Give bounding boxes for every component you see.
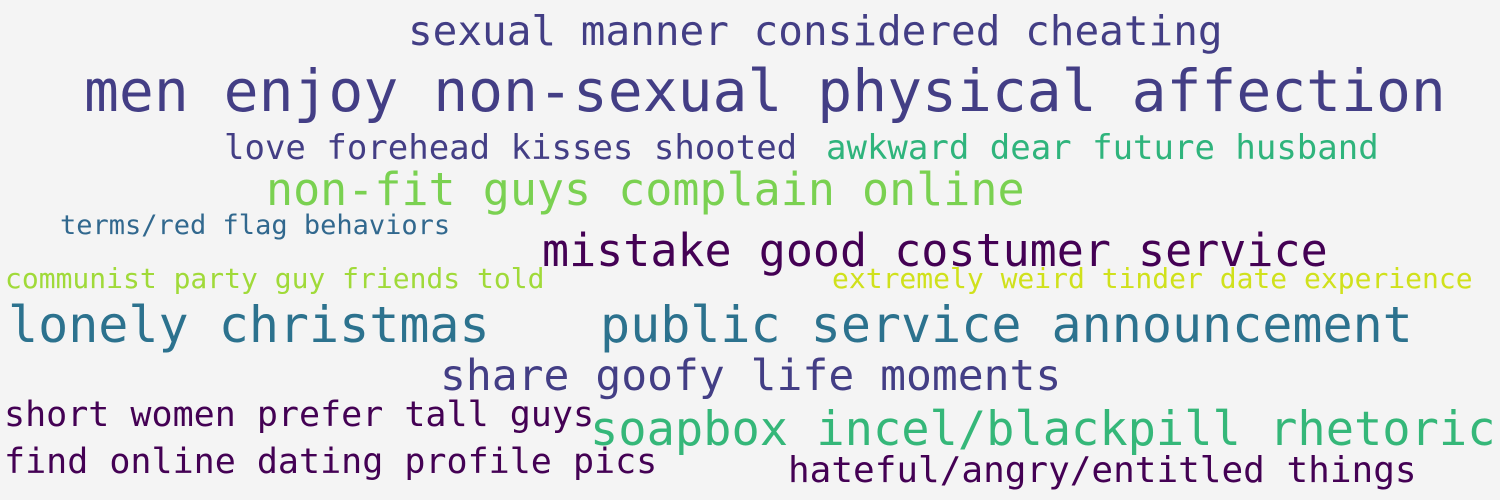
- word-phrase: lonely christmas: [8, 296, 490, 354]
- word-phrase: terms/red flag behaviors: [60, 210, 451, 241]
- word-phrase: communist party guy friends told: [5, 262, 545, 295]
- word-phrase: short women prefer tall guys: [4, 395, 595, 435]
- word-phrase: extremely weird tinder date experience: [832, 262, 1473, 295]
- word-phrase: public service announcement: [600, 296, 1413, 354]
- word-phrase: sexual manner considered cheating: [408, 7, 1223, 55]
- word-phrase: share goofy life moments: [440, 351, 1062, 401]
- word-phrase: non-fit guys complain online: [266, 163, 1025, 216]
- word-phrase: mistake good costumer service: [542, 224, 1328, 277]
- word-phrase: awkward dear future husband: [826, 128, 1379, 168]
- word-phrase: love forehead kisses shooted: [224, 128, 798, 168]
- word-phrase: soapbox incel/blackpill rhetoric: [590, 402, 1496, 457]
- word-phrase: find online dating profile pics: [4, 442, 658, 482]
- word-phrase: men enjoy non-sexual physical affection: [84, 57, 1446, 125]
- word-phrase: hateful/angry/entitled things: [788, 450, 1417, 491]
